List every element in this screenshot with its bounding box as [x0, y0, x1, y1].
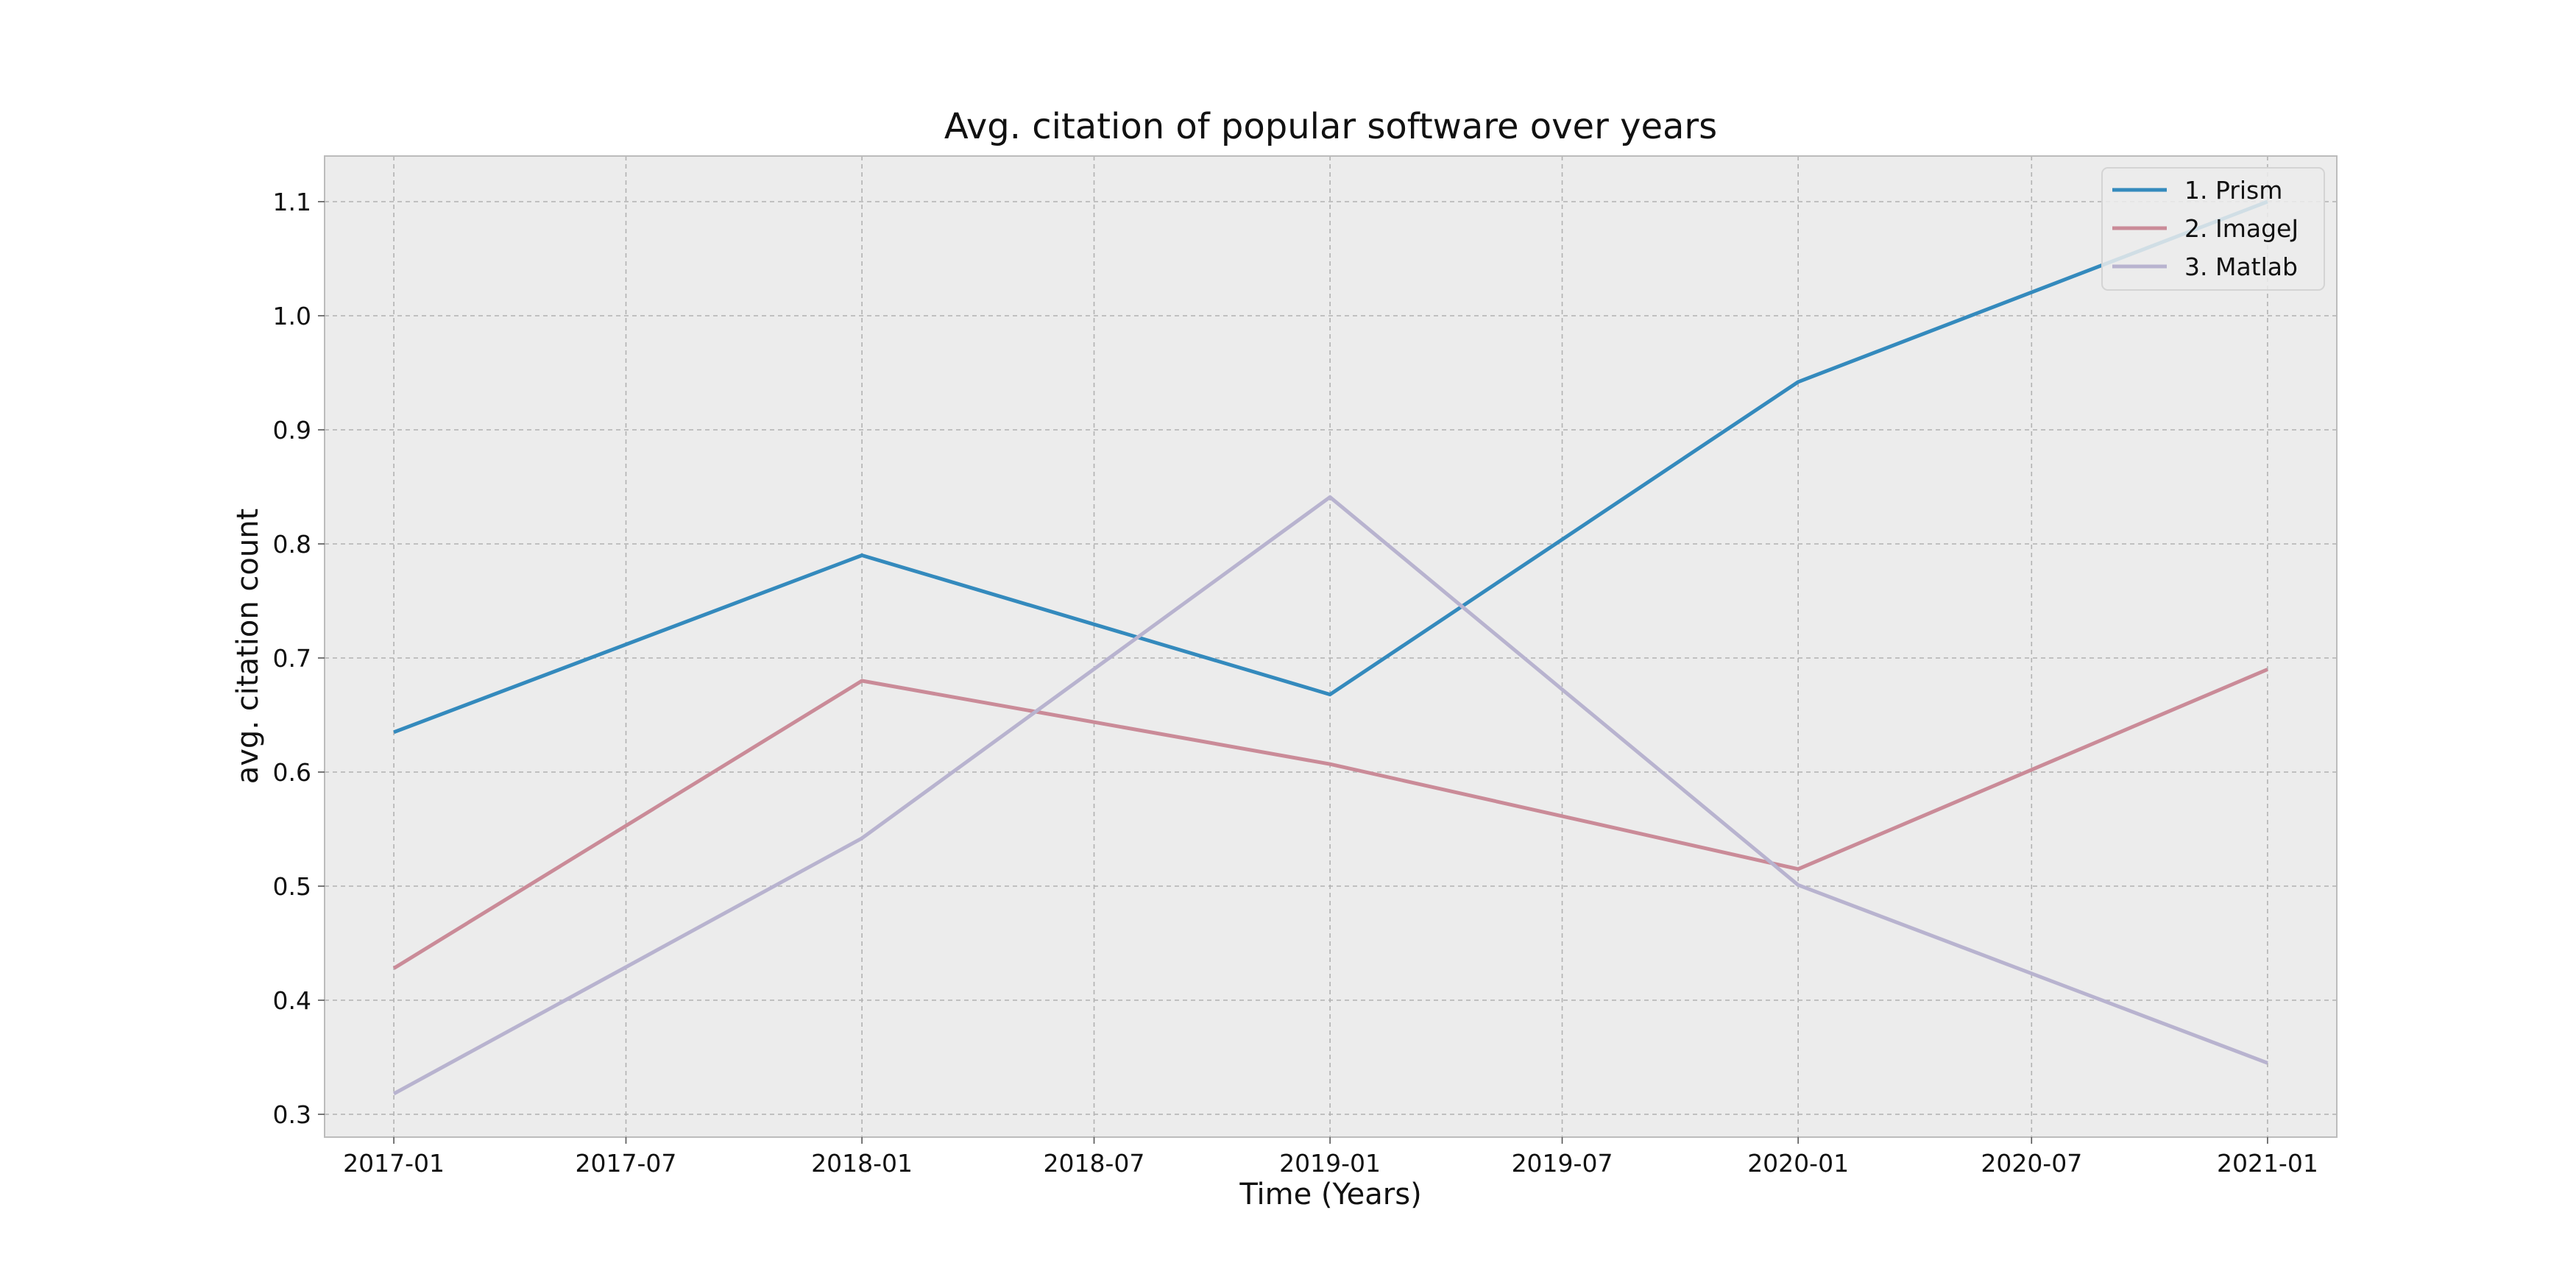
x-tick-label: 2021-01 [2217, 1149, 2318, 1178]
x-axis-ticks: 2017-01 2017-07 2018-01 2018-07 2019-01 2019-… [343, 1137, 2318, 1178]
x-tick-label: 2019-01 [1279, 1149, 1381, 1178]
x-tick-label: 2020-07 [1981, 1149, 2082, 1178]
grid-lines [325, 156, 2337, 1137]
x-tick-label: 2019-07 [1512, 1149, 1613, 1178]
x-tick-label: 2017-07 [576, 1149, 677, 1178]
plot-border [324, 155, 2338, 1138]
legend-label-1: 1. Prism [2184, 176, 2282, 205]
y-tick-label: 0.9 [273, 416, 311, 445]
y-tick-label: 0.5 [273, 872, 311, 901]
y-tick-label: 1.1 [273, 188, 311, 216]
series-line-1 [393, 199, 2268, 735]
x-tick-label: 2020-01 [1747, 1149, 1849, 1178]
series-layer [392, 199, 2268, 1096]
x-axis-label: Time (Years) [1239, 1178, 1421, 1211]
chart-title: Avg. citation of popular software over y… [944, 106, 1717, 147]
y-axis-label: avg. citation count [231, 509, 265, 785]
series-line-3 [392, 495, 2268, 1096]
y-axis-ticks: 0.3 0.4 0.5 0.6 0.7 0.8 0.9 1.0 1.1 [273, 188, 325, 1129]
legend-label-2: 2. ImageJ [2184, 214, 2299, 243]
plot-area [325, 156, 2337, 1137]
y-tick-label: 0.3 [273, 1100, 311, 1129]
legend: 1. Prism 2. ImageJ 3. Matlab [2101, 167, 2325, 291]
legend-label-3: 3. Matlab [2184, 252, 2298, 281]
x-tick-label: 2018-07 [1044, 1149, 1145, 1178]
y-tick-label: 0.4 [273, 986, 311, 1015]
y-tick-label: 0.6 [273, 758, 311, 787]
series-line-2 [392, 668, 2268, 970]
y-tick-label: 0.8 [273, 530, 311, 559]
x-tick-label: 2017-01 [343, 1149, 445, 1178]
legend-box [2101, 167, 2325, 291]
y-tick-label: 1.0 [273, 302, 311, 330]
x-tick-label: 2018-01 [811, 1149, 913, 1178]
y-tick-label: 0.7 [273, 644, 311, 673]
